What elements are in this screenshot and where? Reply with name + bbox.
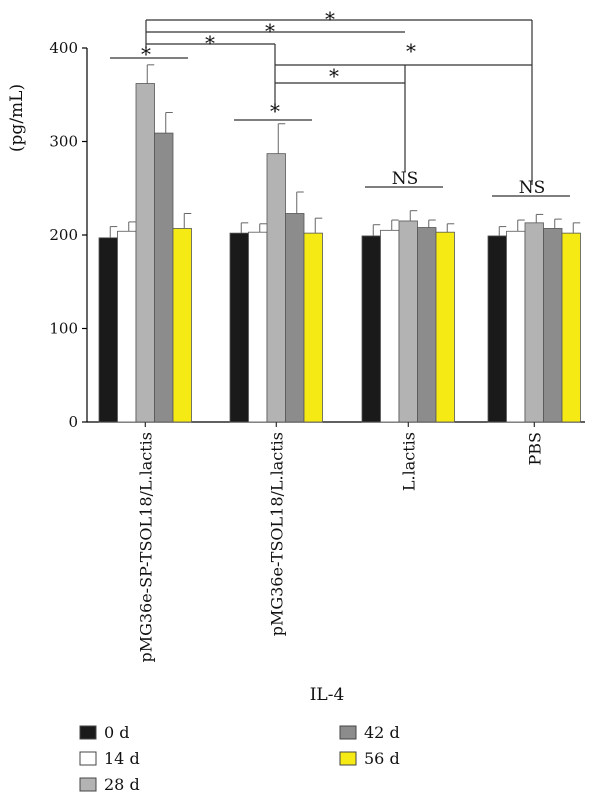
y-tick-label: 400 <box>49 39 78 57</box>
bar <box>135 83 155 423</box>
significance-star: * <box>406 39 416 63</box>
legend-label: 0 d <box>104 723 130 742</box>
significance-star: * <box>270 99 280 123</box>
ns-label: NS <box>519 178 546 198</box>
category-label: pMG36e-TSOL18/L.lactis <box>267 432 286 636</box>
significance-star: * <box>325 7 335 31</box>
significance-annotations: * * * * * * * NS NS <box>110 7 570 198</box>
bar <box>487 235 507 423</box>
y-axis-label: (pg/mL) <box>7 84 27 152</box>
y-tick-label: 200 <box>49 226 78 244</box>
y-tick-label: 300 <box>49 133 78 151</box>
bar <box>398 220 418 423</box>
bar <box>361 235 381 423</box>
y-tick-label: 100 <box>49 320 78 338</box>
ns-label: NS <box>392 169 419 189</box>
bar <box>117 230 137 423</box>
legend: 0 d 14 d 28 d 42 d 56 d <box>79 723 400 794</box>
y-tick-label: 0 <box>68 413 78 431</box>
bar <box>435 231 455 423</box>
category-label: PBS <box>525 432 544 465</box>
bar <box>154 132 174 423</box>
bar <box>172 228 192 423</box>
bar <box>506 230 526 423</box>
legend-label: 42 d <box>364 723 400 742</box>
legend-swatch <box>339 725 357 740</box>
significance-star: * <box>205 31 215 55</box>
significance-star: * <box>141 42 151 66</box>
legend-swatch <box>79 725 97 740</box>
significance-star: * <box>329 64 339 88</box>
legend-label: 56 d <box>364 749 400 768</box>
category-label: L.lactis <box>399 432 418 491</box>
bar <box>248 231 268 423</box>
legend-swatch <box>339 751 357 766</box>
bar <box>229 232 249 423</box>
category-label: pMG36e-SP-TSOL18/L.lactis <box>136 432 155 663</box>
category-labels: pMG36e-SP-TSOL18/L.lactis pMG36e-TSOL18/L… <box>136 432 544 663</box>
legend-label: 14 d <box>104 749 140 768</box>
bar <box>561 232 581 423</box>
bar <box>285 213 305 423</box>
legend-swatch <box>79 777 97 792</box>
legend-label: 28 d <box>104 775 140 794</box>
bar <box>380 229 400 423</box>
bar <box>266 153 286 423</box>
bar <box>524 222 544 423</box>
bar <box>417 227 437 423</box>
bar <box>303 232 323 423</box>
significance-star: * <box>265 19 275 43</box>
error-bars <box>109 64 581 238</box>
bar <box>98 237 118 423</box>
x-axis-label: IL-4 <box>310 685 345 705</box>
legend-swatch <box>79 751 97 766</box>
bars <box>98 83 581 423</box>
axes: 0 100 200 300 400 <box>49 39 585 431</box>
bar <box>543 228 563 423</box>
